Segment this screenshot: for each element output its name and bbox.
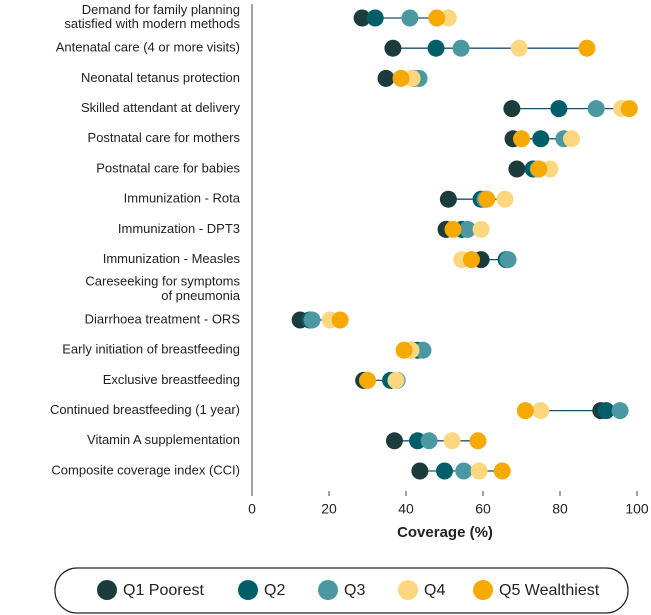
dot [462, 251, 480, 269]
category-label: Postnatal care for mothers [88, 130, 241, 145]
dot [414, 341, 432, 359]
x-tick-label: 40 [398, 501, 414, 517]
dot [439, 190, 457, 208]
legend-label: Q5 Wealthiest [499, 582, 600, 599]
legend-label: Q4 [424, 582, 445, 599]
dot [452, 39, 470, 57]
dot [510, 39, 528, 57]
dot [503, 100, 521, 118]
dot [493, 462, 511, 480]
dot [472, 220, 490, 238]
dot [331, 311, 349, 329]
dot [395, 341, 413, 359]
dot [443, 432, 461, 450]
dot [353, 9, 371, 27]
dot [563, 130, 581, 148]
dot [469, 432, 487, 450]
dot [578, 39, 596, 57]
dot [620, 100, 638, 118]
x-tick-label: 0 [248, 501, 256, 517]
legend-label: Q1 Poorest [123, 582, 204, 599]
x-axis-title: Coverage (%) [397, 524, 493, 541]
legend-box [54, 567, 629, 614]
dot [455, 462, 473, 480]
category-label: Immunization - Measles [103, 251, 241, 266]
dot [359, 371, 376, 389]
category-label: Immunization - Rota [124, 191, 241, 206]
dot [401, 9, 419, 27]
dot [530, 160, 548, 178]
dot [470, 462, 488, 480]
legend-swatch [97, 580, 117, 600]
dot [387, 371, 405, 389]
legend-swatch [238, 580, 258, 600]
x-tick-label: 80 [552, 501, 568, 517]
dot [532, 402, 550, 420]
dot [428, 9, 446, 27]
dot [436, 462, 453, 480]
dot [366, 9, 384, 27]
dot [478, 190, 496, 208]
x-tick-label: 100 [625, 501, 649, 517]
category-label: Continued breastfeeding (1 year) [50, 402, 240, 417]
category-label: Vitamin A supplementation [87, 432, 240, 447]
category-label: Exclusive breastfeeding [103, 372, 240, 387]
dot [597, 402, 615, 420]
dot [499, 251, 517, 269]
dot [384, 39, 402, 57]
legend-label: Q2 [264, 582, 285, 599]
category-label: Demand for family planning satisfied with… [64, 2, 240, 31]
dot [377, 69, 395, 87]
dot [516, 402, 534, 420]
dot [303, 311, 321, 329]
dot [385, 432, 403, 450]
category-label: Careseeking for symptoms of pneumonia [85, 274, 240, 303]
dot [411, 462, 429, 480]
dot [550, 100, 568, 118]
category-label: Early initiation of breastfeeding [62, 342, 240, 357]
dot [587, 100, 605, 118]
legend-swatch [473, 580, 493, 600]
category-label: Skilled attendant at delivery [81, 100, 240, 115]
dot [392, 69, 410, 87]
legend-swatch [318, 580, 338, 600]
x-tick-label: 60 [475, 501, 491, 517]
category-label: Antenatal care (4 or more visits) [56, 40, 240, 55]
legend-swatch [398, 580, 418, 600]
dot [444, 220, 462, 238]
dot [420, 432, 438, 450]
dot [611, 402, 629, 420]
dot [532, 130, 550, 148]
dot [427, 39, 445, 57]
x-tick-label: 20 [321, 501, 337, 517]
dot [459, 220, 477, 238]
category-label: Composite coverage index (CCI) [51, 462, 240, 477]
legend-label: Q3 [344, 582, 365, 599]
category-label: Immunization - DPT3 [118, 221, 240, 236]
dot [508, 160, 526, 178]
category-label: Diarrhoea treatment - ORS [85, 311, 241, 326]
category-label: Neonatal tetanus protection [81, 70, 240, 85]
category-label: Postnatal care for babies [96, 160, 240, 175]
dot [496, 190, 514, 208]
dot [513, 130, 530, 148]
